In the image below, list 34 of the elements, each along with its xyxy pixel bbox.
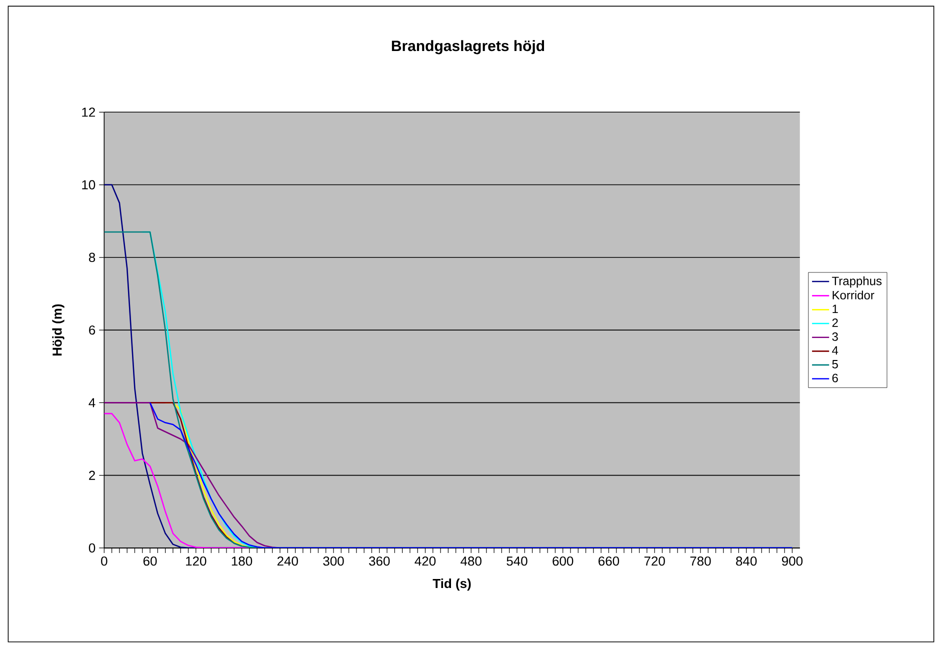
y-tick-label: 12 xyxy=(82,108,95,117)
legend-label: 2 xyxy=(832,318,838,327)
legend-label: Korridor xyxy=(832,290,874,300)
legend-label: 6 xyxy=(832,374,838,382)
x-tick-label: 660 xyxy=(598,556,620,566)
x-tick-label: 120 xyxy=(186,556,206,566)
x-tick-label: 600 xyxy=(552,556,574,566)
y-tick-label: 8 xyxy=(88,252,96,262)
x-tick-label: 60 xyxy=(143,556,157,566)
legend-label: 3 xyxy=(832,332,838,341)
legend-label: Trapphus xyxy=(832,276,882,288)
x-tick-label: 360 xyxy=(369,556,390,566)
x-tick-label: 540 xyxy=(506,556,528,566)
x-tick-label: 180 xyxy=(232,556,252,566)
legend-label: 4 xyxy=(832,346,838,355)
x-axis-title: Tid (s) xyxy=(432,578,471,591)
chart-title: Brandgaslagrets höjd xyxy=(392,40,544,54)
x-tick-label: 720 xyxy=(644,556,665,566)
x-tick-label: 240 xyxy=(277,556,298,566)
x-tick-label: 420 xyxy=(414,556,436,566)
x-tick-label: 300 xyxy=(323,556,344,566)
y-tick-label: 4 xyxy=(88,398,96,408)
x-tick-label: 480 xyxy=(460,556,482,566)
y-tick-label: 10 xyxy=(82,180,96,190)
y-tick-label: 6 xyxy=(89,325,96,335)
x-tick-label: 0 xyxy=(101,556,108,566)
x-tick-label: 780 xyxy=(690,556,711,566)
y-axis-title: Höjd (m) xyxy=(52,304,64,356)
x-tick-label: 900 xyxy=(782,556,803,566)
legend-label: 1 xyxy=(832,304,838,314)
legend-label: 5 xyxy=(832,360,838,368)
y-tick-label: 2 xyxy=(89,470,95,480)
x-tick-label: 840 xyxy=(736,556,757,566)
y-tick-label: 0 xyxy=(88,543,96,553)
